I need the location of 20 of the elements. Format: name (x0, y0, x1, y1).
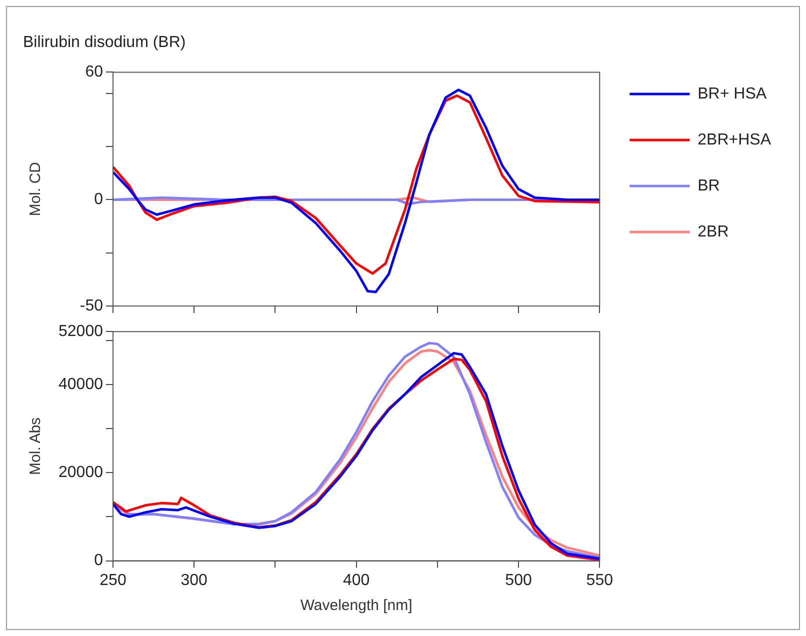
chart-title: Bilirubin disodium (BR) (23, 34, 186, 52)
y-tick-label: 52000 (58, 323, 104, 340)
legend-label: BR+ HSA (698, 85, 767, 102)
y-axis-title: Mol. CD (27, 162, 44, 216)
x-tick-label: 300 (180, 572, 208, 589)
x-axis-title: Wavelength [nm] (300, 597, 412, 614)
y-tick-label: 20000 (58, 464, 104, 482)
x-tick-label: 400 (342, 572, 370, 589)
y-axis-title: Mol. Abs (27, 417, 44, 475)
legend-label: 2BR+HSA (698, 131, 772, 148)
legend-label: 2BR (698, 223, 729, 240)
y-tick-label: 40000 (58, 376, 104, 393)
y-tick-label: -50 (80, 297, 104, 314)
x-tick-label: 550 (586, 572, 614, 589)
y-tick-label: 0 (94, 191, 104, 208)
x-tick-label: 500 (505, 572, 532, 589)
y-tick-label: 60 (85, 64, 104, 81)
legend-label: BR (698, 177, 720, 194)
y-tick-label: 0 (94, 552, 104, 570)
x-tick-label: 250 (100, 572, 126, 589)
